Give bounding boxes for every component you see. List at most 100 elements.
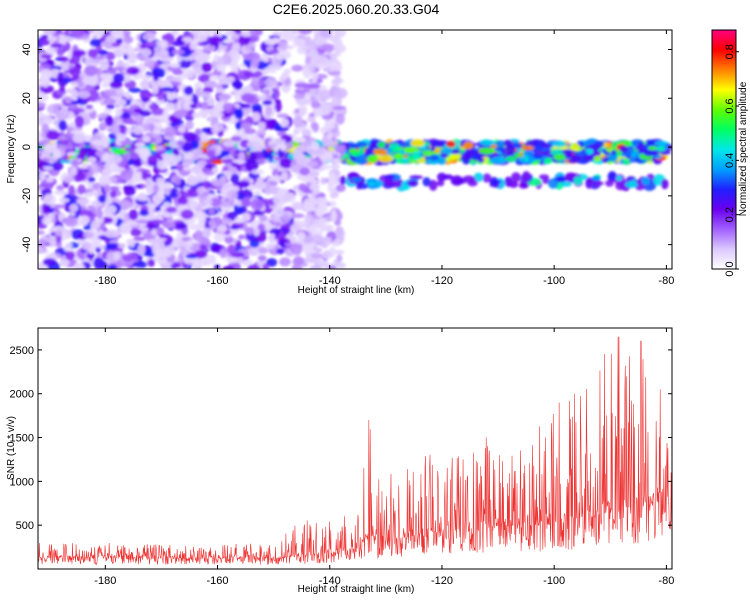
heatmap-cell [279,33,289,39]
heatmap-cell [202,87,214,93]
heatmap-cell [527,155,535,164]
heatmap-cell [141,171,148,181]
y-tick-label: 2000 [10,389,34,401]
heatmap-cell [478,147,495,155]
heatmap-cell [216,56,225,66]
heatmap-cell [195,128,202,136]
heatmap-cell [329,35,338,43]
heatmap-cell [56,46,65,57]
heatmap-cell [147,239,154,244]
heatmap-cell [45,176,54,183]
heatmap-cell [98,194,107,203]
heatmap-cell [331,78,342,85]
heatmap-cell [246,226,255,235]
heatmap-cell [273,195,287,206]
heatmap-cell [66,88,78,94]
heatmap-cell [89,38,102,47]
heatmap-cell [294,82,308,89]
heatmap-cell [332,105,347,111]
heatmap-cell [118,213,125,219]
heatmap-cell [224,235,234,244]
heatmap-cell [544,157,553,164]
heatmap-cell [335,249,345,255]
heatmap-cell [144,60,157,68]
heatmap-cell [64,242,73,249]
heatmap-cell [240,122,251,130]
heatmap-cell [353,159,369,164]
x-tick-label: -80 [658,275,674,287]
heatmap-cell [208,219,215,227]
heatmap-cell [317,202,328,214]
heatmap-cell [74,115,85,128]
heatmap-cell [189,103,197,109]
heatmap-cell [299,167,311,176]
heatmap-cell [535,146,544,151]
heatmap-cell [218,79,233,85]
heatmap-cell [320,104,333,114]
heatmap-cell [38,172,47,181]
heatmap-cell [85,104,94,110]
heatmap-cell [279,158,294,169]
heatmap-cell [550,148,566,156]
heatmap-cell [635,144,644,151]
heatmap-cell [133,47,143,52]
heatmap-cell [105,242,119,249]
heatmap-cell [140,91,152,99]
heatmap-cell [298,105,308,116]
colorbar-gradient [712,30,736,269]
heatmap-cell [312,218,322,229]
heatmap-cell [227,244,237,255]
heatmap-cell [161,50,169,58]
heatmap-cell [277,188,289,197]
heatmap-cell [473,172,484,182]
heatmap-cell [247,264,261,269]
spectrogram-y-ticks: -40 -20 0 20 40 [21,43,672,253]
chart-title: C2E6.2025.060.20.33.G04 [273,1,440,17]
heatmap-cell [84,77,96,84]
heatmap-cell [209,197,222,207]
heatmap-cell [152,193,164,204]
heatmap-cell [41,202,51,214]
heatmap-cell [252,209,265,216]
heatmap-cell [222,265,235,269]
heatmap-cell [582,154,594,159]
heatmap-cell [410,139,425,147]
heatmap-cell [123,185,136,197]
heatmap-cell [318,260,329,267]
heatmap-cell [183,86,194,96]
heatmap-cell [267,63,278,74]
heatmap-cell [304,213,314,224]
heatmap-cell [121,201,133,209]
heatmap-cell [219,248,227,259]
heatmap-cell [279,213,291,224]
heatmap-cell [654,155,663,159]
heatmap-cell [437,172,447,182]
heatmap-cell [251,34,260,42]
heatmap-cell [151,85,159,95]
heatmap-cell [119,125,127,134]
colorbar-frame [711,29,737,270]
heatmap-cell [118,243,126,249]
y-tick-label: 40 [21,43,33,55]
heatmap-cell [250,198,264,211]
heatmap-cell [237,103,251,109]
heatmap-cell [310,121,319,130]
heatmap-cell [295,239,306,245]
heatmap-cell [111,42,121,48]
heatmap-cell [182,37,193,42]
heatmap-cell [332,158,342,165]
heatmap-cell [238,151,245,162]
heatmap-cell [190,166,201,174]
heatmap-cell [61,106,69,117]
heatmap-cell [54,229,63,237]
heatmap-cell [291,64,304,72]
heatmap-cell [149,103,157,111]
heatmap-cell [99,122,107,130]
heatmap-cell [202,199,214,204]
heatmap-cell [161,221,171,227]
heatmap-cell [38,102,46,108]
heatmap-cell [234,217,244,224]
heatmap-cell [109,190,117,199]
heatmap-cell [154,205,161,212]
y-tick-label: 2500 [10,345,34,357]
